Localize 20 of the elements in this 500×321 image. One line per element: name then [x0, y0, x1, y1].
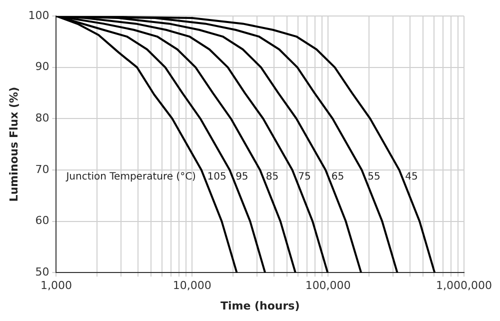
annotation: Junction Temperature (°C) [65, 172, 196, 183]
y-tick-label: 90 [35, 60, 50, 74]
series-label: 65 [331, 172, 344, 183]
x-tick-label: 10,000 [172, 279, 212, 292]
x-tick-label: 1,000,000 [436, 279, 492, 292]
y-tick-label: 50 [35, 265, 50, 278]
series-label: 95 [236, 172, 248, 183]
series-label: 55 [368, 172, 380, 183]
y-tick-label: 70 [35, 162, 50, 176]
series-label: 45 [405, 172, 418, 183]
series-label: 105 [207, 172, 226, 183]
x-tick-label: 1,000 [40, 279, 72, 292]
x-tick-label: 100,000 [305, 279, 351, 292]
y-axis-title: Luminous Flux (%) [7, 86, 20, 202]
y-tick-label: 80 [35, 112, 50, 124]
y-tick-label: 100 [28, 8, 50, 22]
series-label: 75 [298, 172, 311, 183]
x-axis-title: Time (hours) [220, 299, 300, 312]
series-label: 85 [266, 172, 279, 183]
y-tick-label: 60 [35, 214, 50, 228]
